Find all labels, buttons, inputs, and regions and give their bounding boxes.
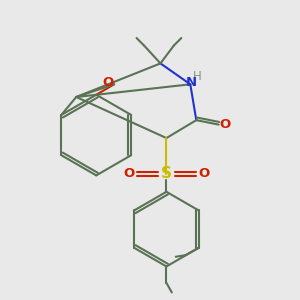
Text: S: S xyxy=(161,167,172,182)
Text: O: O xyxy=(219,118,230,130)
Text: O: O xyxy=(198,167,209,180)
Text: O: O xyxy=(102,76,113,89)
Text: H: H xyxy=(193,70,201,83)
Text: N: N xyxy=(186,76,197,89)
Text: O: O xyxy=(124,167,135,180)
